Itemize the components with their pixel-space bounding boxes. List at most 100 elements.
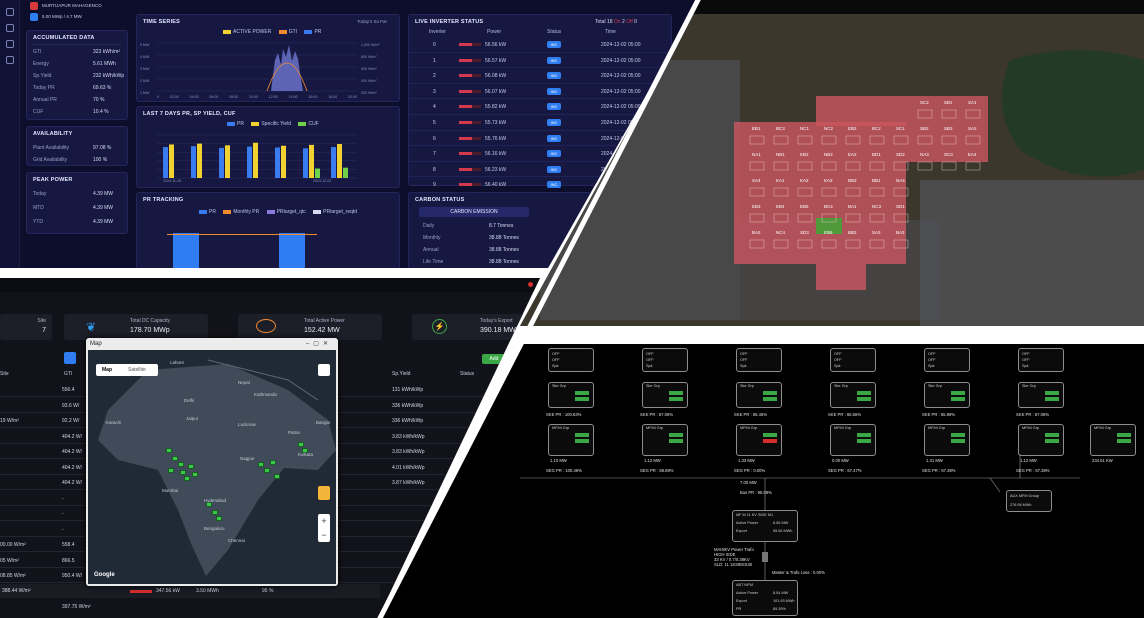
site-marker[interactable] xyxy=(192,472,198,477)
site-marker[interactable] xyxy=(166,448,172,453)
inverter-power: 55.76 kW xyxy=(485,135,507,142)
mfm-group-node[interactable]: MFMI Grp xyxy=(1018,424,1064,456)
block-cell xyxy=(797,161,813,171)
mfm-group-node[interactable]: MFMI Grp xyxy=(924,424,970,456)
bar xyxy=(169,144,174,178)
block-cell xyxy=(917,161,933,171)
ske-group-node[interactable]: Ske Grp xyxy=(924,382,970,408)
block-label: NB2 xyxy=(824,152,833,157)
city-label: Kathmandu xyxy=(254,392,278,397)
table-row[interactable]: 2 56.08 kW INC 2024-12-02 05:00 xyxy=(409,68,671,84)
site-marker[interactable] xyxy=(168,468,174,473)
inverter-node[interactable]: OFF OFF Spk xyxy=(736,348,782,372)
plant-name-row[interactable]: MURTIJAPUR MAHAGENCO xyxy=(30,2,130,12)
site-marker[interactable] xyxy=(184,476,190,481)
bolt-icon: ⚡ xyxy=(432,319,447,334)
pegman-icon[interactable] xyxy=(318,486,330,500)
column-header: Time xyxy=(605,29,616,35)
site-marker[interactable] xyxy=(270,460,276,465)
block-label: BB3 xyxy=(848,178,857,183)
node-label: Export xyxy=(736,599,747,603)
block-label: KA1 xyxy=(776,178,785,183)
mfm-group-node[interactable]: MFMI Grp xyxy=(830,424,876,456)
document-icon[interactable] xyxy=(5,40,14,48)
status-bar xyxy=(1045,391,1059,395)
site-marker[interactable] xyxy=(188,464,194,469)
map-canvas[interactable]: Map Satellite + − Google Lahore Nepal Kathm… xyxy=(88,350,336,584)
site-marker[interactable] xyxy=(216,516,222,521)
legend-swatch xyxy=(199,209,207,214)
node-title: Ske Grp xyxy=(928,384,942,388)
fullscreen-button[interactable] xyxy=(318,364,330,376)
bar xyxy=(225,145,230,178)
site-marker[interactable] xyxy=(206,502,212,507)
site-marker[interactable] xyxy=(302,448,308,453)
tab-satellite[interactable]: Satellite xyxy=(128,367,146,373)
block-label: EB2 xyxy=(848,126,857,131)
time-range-select[interactable]: Today's So Far xyxy=(357,19,387,24)
table-row[interactable]: 0 56.56 kW INC 2024-12-02 05:00 xyxy=(409,37,671,53)
accumulated-card: ACCUMULATED DATA GTI 323 kWh/m² Energy 5.6… xyxy=(26,30,128,120)
aux-mfm-node[interactable]: AUX MFM Group 276.98 MWh xyxy=(1006,490,1052,512)
kv-key: YTD xyxy=(33,219,43,225)
monitor-icon[interactable] xyxy=(5,24,14,32)
ske-group-node[interactable]: Ske Grp xyxy=(1018,382,1064,408)
bar xyxy=(303,148,308,178)
x-tick: 10:00 xyxy=(248,95,258,99)
status-bar xyxy=(857,433,871,437)
mfm-group-node[interactable]: MFMI Grp xyxy=(1090,424,1136,456)
inverter-id: 7 xyxy=(433,151,436,158)
node-title: MF M 11 KV SIDE M1 xyxy=(736,513,774,517)
alert-icon[interactable] xyxy=(528,282,533,287)
status-badge: INC xyxy=(547,87,561,95)
add-button[interactable]: Add xyxy=(482,354,506,364)
mfm-group-node[interactable]: MFMI Grp xyxy=(736,424,782,456)
inverter-power: 56.56 kW xyxy=(485,42,507,48)
card-title: TIME SERIES xyxy=(143,19,181,25)
inverter-counts: Total 18 On 2 Off 0 xyxy=(595,19,637,25)
inverter-node[interactable]: OFF OFF Spk xyxy=(830,348,876,372)
site-marker[interactable] xyxy=(178,462,184,467)
dialog-title: Map xyxy=(90,341,102,347)
table-row[interactable]: 388.44 W/m² 347.56 kW 3.50 MWh 95 % xyxy=(0,584,380,598)
site-marker[interactable] xyxy=(258,462,264,467)
zoom-controls[interactable]: + − xyxy=(318,514,330,542)
carbon-emission-button[interactable]: CARBON EMISSION xyxy=(419,207,529,217)
site-marker[interactable] xyxy=(264,468,270,473)
block-label: SB2 xyxy=(920,126,929,131)
power-icon[interactable] xyxy=(5,56,14,64)
tab-map[interactable]: Map xyxy=(102,367,112,373)
bar xyxy=(275,147,280,178)
city-label: Kolkata xyxy=(298,452,314,457)
table-row[interactable]: 4 55.82 kW INC 2024-12-02 05:00 xyxy=(409,99,671,115)
window-controls[interactable]: –▢✕ xyxy=(305,341,332,347)
settings-icon[interactable] xyxy=(5,8,14,16)
main-mfm-node[interactable]: MF M 11 KV SIDE M1 Active Power 8.56 MW … xyxy=(732,510,798,542)
abt-meter-node[interactable]: ABT MFM Active Power 8.54 MW Export 101.… xyxy=(732,580,798,616)
stat-label: Total Active Power xyxy=(304,318,345,324)
site-marker[interactable] xyxy=(274,474,280,479)
inverter-time: 2024-12-02 05:00 xyxy=(601,104,641,111)
site-marker[interactable] xyxy=(180,470,186,475)
ske-group-node[interactable]: Ske Grp xyxy=(736,382,782,408)
site-marker[interactable] xyxy=(172,456,178,461)
inverter-id: 4 xyxy=(433,104,436,111)
transformer-line: 33 KV / 0.7/0.38KV xyxy=(714,557,750,562)
inverter-node[interactable]: OFF OFF Spk xyxy=(924,348,970,372)
transformer-block: MAINKV Power Trafo HIGH SIDE 33 KV / 0.7… xyxy=(714,547,754,567)
ske-group-node[interactable]: Ske Grp xyxy=(830,382,876,408)
block-zone xyxy=(906,96,988,162)
kv-value: 4.39 MW xyxy=(93,219,114,225)
site-marker[interactable] xyxy=(298,442,304,447)
bar xyxy=(247,146,252,178)
block-zone xyxy=(816,264,866,290)
plant-capacity-row[interactable]: 5.00 MWp / 4.7 MW xyxy=(30,13,130,23)
power-bar xyxy=(459,58,481,62)
mfm-value: 0.00 MW xyxy=(832,458,849,463)
site-marker[interactable] xyxy=(212,510,218,515)
table-row[interactable]: 1 56.57 kW INC 2024-12-02 05:00 xyxy=(409,53,671,69)
google-logo: Google xyxy=(94,572,115,578)
refresh-button[interactable] xyxy=(64,352,76,364)
table-row[interactable]: 3 56.07 kW INC 2024-12-02 05:00 xyxy=(409,84,671,100)
inverter-node[interactable]: OFF OFF Spk xyxy=(1018,348,1064,372)
